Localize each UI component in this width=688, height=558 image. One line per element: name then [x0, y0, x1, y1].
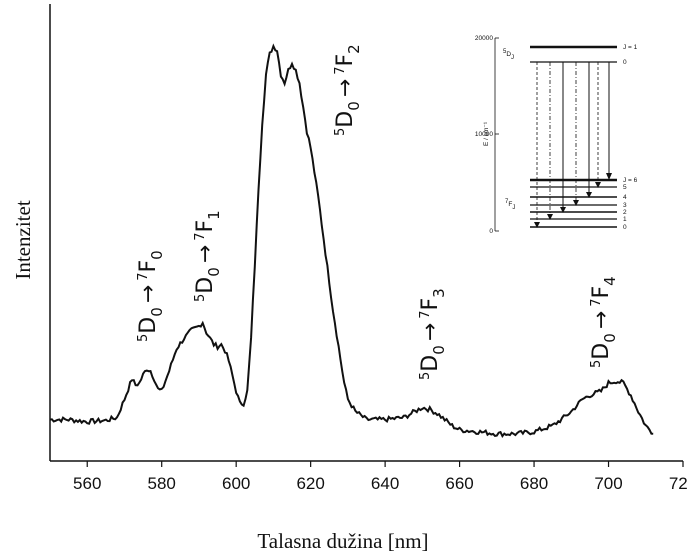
- x-tick-label: 700: [594, 474, 622, 493]
- transition-label-f0: 5D0→7F0: [136, 250, 166, 342]
- x-tick-label: 620: [296, 474, 324, 493]
- svg-text:5D0→7F3: 5D0→7F3: [418, 288, 448, 380]
- x-tick-label: 580: [148, 474, 176, 493]
- inset-arrowhead-f4: [586, 192, 592, 198]
- x-tick-label: 640: [371, 474, 399, 493]
- inset-arrowhead-f6: [606, 173, 612, 180]
- inset-arrowhead-f2: [560, 207, 566, 213]
- inset-lower-level-3: 3: [623, 202, 627, 209]
- inset-lower-level-2: 2: [623, 209, 627, 216]
- x-tick-label: 680: [520, 474, 548, 493]
- svg-text:5D0→7F0: 5D0→7F0: [136, 250, 166, 342]
- x-axis-title: Talasna dužina [nm]: [257, 529, 428, 553]
- transition-label-f2: 5D0→7F2: [333, 44, 363, 136]
- svg-text:5D0→7F4: 5D0→7F4: [589, 276, 619, 368]
- x-tick-label: 720: [669, 474, 688, 493]
- inset-y-label: E / cm⁻¹: [483, 121, 490, 146]
- inset-tick-label-20000: 20000: [475, 35, 493, 42]
- x-tick-label: 660: [445, 474, 473, 493]
- transition-label-f4: 5D0→7F4: [589, 276, 619, 368]
- inset-lower-level-6: J = 6: [623, 177, 638, 184]
- energy-level-inset: 20000 10000 0 E / cm⁻¹ 5DJ J = 1 0 7FJ J…: [475, 35, 638, 235]
- inset-upper-term: 5DJ: [503, 49, 514, 61]
- inset-upper-level-0: 0: [623, 59, 627, 66]
- svg-text:5D0→7F2: 5D0→7F2: [333, 44, 363, 136]
- inset-arrowhead-f5: [595, 182, 601, 188]
- inset-lower-level-1: 1: [623, 216, 627, 223]
- transition-label-f3: 5D0→7F3: [418, 288, 448, 380]
- x-axis-ticks: 560 580 600 620 640 660 680 700 720: [73, 461, 688, 493]
- svg-text:5D0→7F1: 5D0→7F1: [193, 210, 223, 302]
- y-axis-title: Intenzitet: [11, 200, 35, 279]
- inset-lower-level-5: 5: [623, 184, 627, 191]
- transition-label-f1: 5D0→7F1: [193, 210, 223, 302]
- x-tick-label: 600: [222, 474, 250, 493]
- inset-lower-level-4: 4: [623, 194, 627, 201]
- inset-tick-label-0: 0: [489, 228, 493, 235]
- x-tick-label: 560: [73, 474, 101, 493]
- inset-lower-level-0: 0: [623, 224, 627, 231]
- inset-arrowhead-f0: [534, 222, 540, 228]
- inset-arrowhead-f3: [573, 200, 579, 206]
- inset-arrowhead-f1: [547, 214, 553, 220]
- emission-spectrum-line: [49, 43, 654, 439]
- inset-tick-label-10000: 10000: [475, 131, 493, 138]
- inset-upper-level-1: J = 1: [623, 44, 638, 51]
- inset-lower-term: 7FJ: [505, 199, 515, 211]
